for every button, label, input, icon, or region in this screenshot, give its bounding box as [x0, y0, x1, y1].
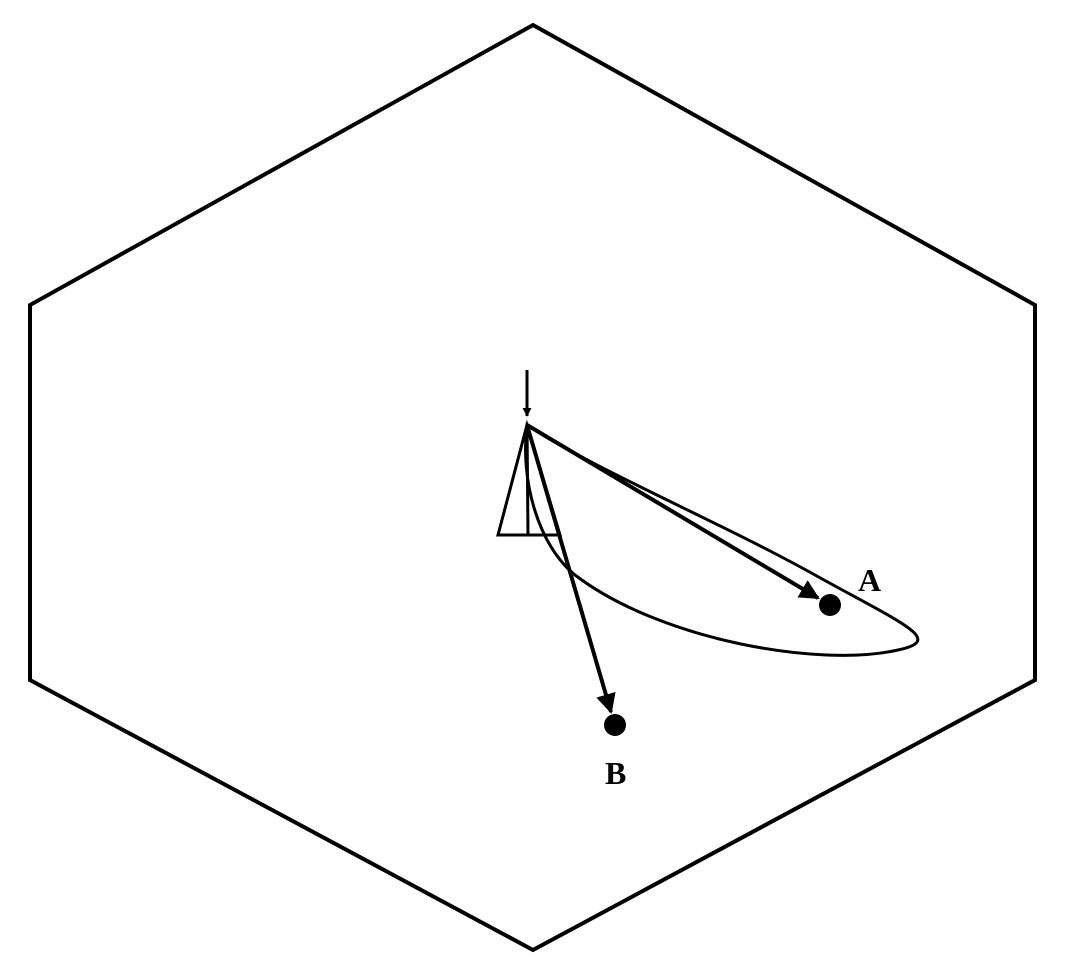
node-label-A: A — [858, 562, 881, 599]
node-A — [819, 594, 841, 616]
cell-hexagon — [30, 25, 1035, 950]
node-label-B: B — [605, 755, 626, 792]
antenna-center-line — [527, 425, 528, 535]
diagram-canvas — [0, 0, 1066, 968]
node-B — [604, 714, 626, 736]
